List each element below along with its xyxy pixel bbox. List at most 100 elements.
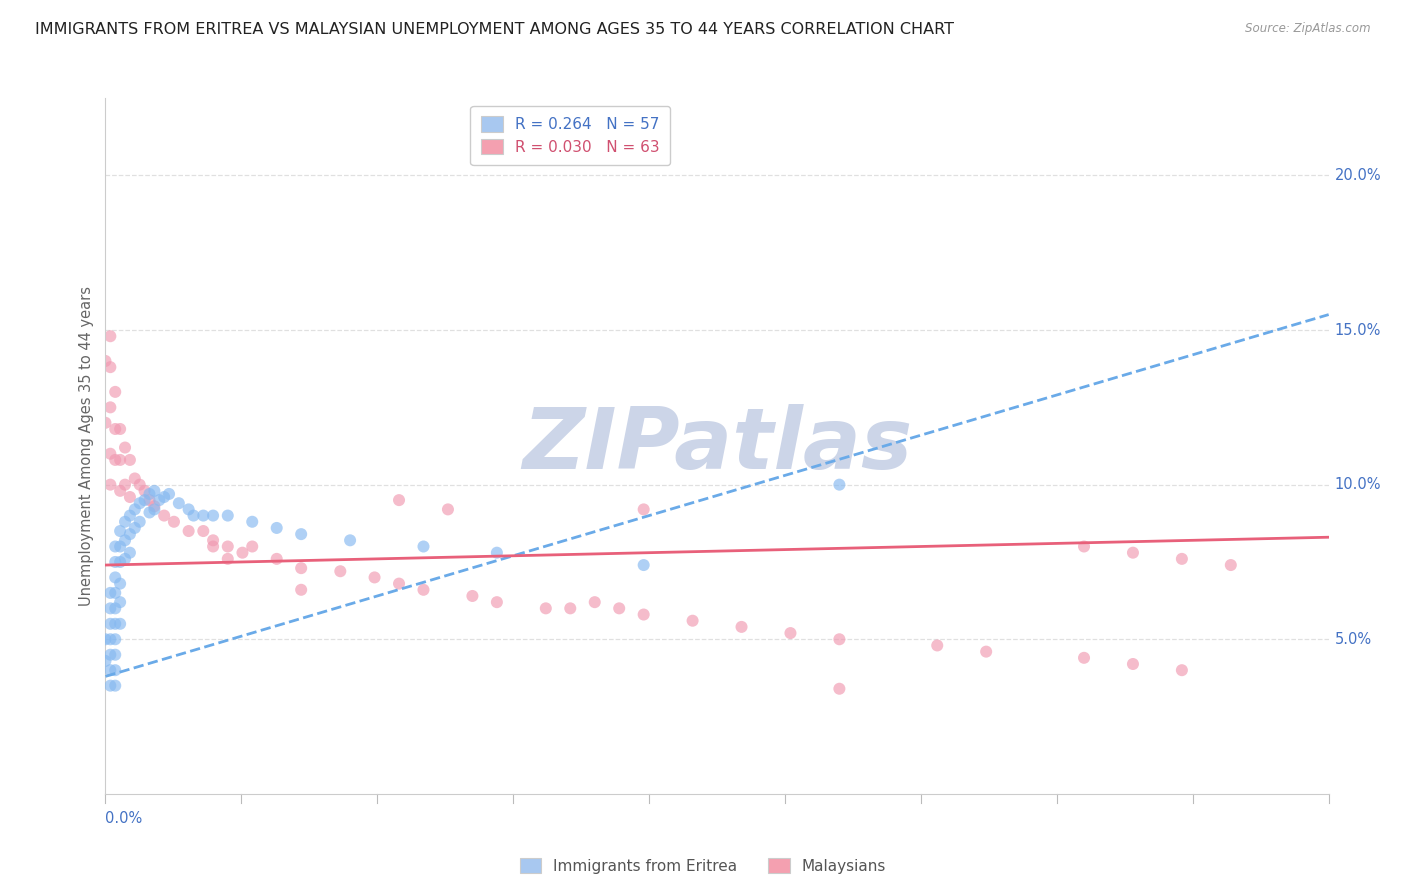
Point — [1219, 558, 1241, 572]
Point — [104, 663, 127, 677]
Point — [828, 477, 851, 491]
Point — [183, 508, 205, 523]
Point — [98, 648, 121, 662]
Point — [98, 601, 121, 615]
Point — [974, 645, 997, 659]
Point — [98, 447, 121, 461]
Point — [363, 570, 385, 584]
Point — [607, 601, 630, 615]
Point — [118, 527, 141, 541]
Point — [167, 496, 190, 510]
Point — [633, 558, 655, 572]
Point — [217, 508, 239, 523]
Point — [124, 502, 146, 516]
Point — [1073, 650, 1095, 665]
Point — [108, 524, 131, 538]
Text: Source: ZipAtlas.com: Source: ZipAtlas.com — [1246, 22, 1371, 36]
Point — [202, 533, 225, 548]
Point — [633, 502, 655, 516]
Point — [485, 546, 508, 560]
Point — [108, 483, 131, 498]
Point — [217, 540, 239, 554]
Point — [124, 521, 146, 535]
Point — [138, 487, 160, 501]
Point — [94, 632, 117, 647]
Point — [1073, 540, 1095, 554]
Point — [779, 626, 801, 640]
Point — [134, 483, 156, 498]
Point — [94, 654, 117, 668]
Point — [153, 490, 176, 504]
Point — [104, 555, 127, 569]
Point — [388, 576, 411, 591]
Point — [114, 477, 136, 491]
Point — [290, 527, 312, 541]
Point — [98, 329, 121, 343]
Point — [108, 576, 131, 591]
Point — [94, 416, 117, 430]
Point — [157, 487, 180, 501]
Point — [104, 616, 127, 631]
Legend: Immigrants from Eritrea, Malaysians: Immigrants from Eritrea, Malaysians — [513, 852, 893, 880]
Point — [104, 586, 127, 600]
Point — [138, 493, 160, 508]
Point — [134, 493, 156, 508]
Point — [104, 632, 127, 647]
Point — [128, 477, 150, 491]
Point — [108, 616, 131, 631]
Point — [138, 506, 160, 520]
Point — [118, 546, 141, 560]
Point — [217, 552, 239, 566]
Point — [108, 595, 131, 609]
Point — [148, 493, 170, 508]
Point — [461, 589, 484, 603]
Point — [163, 515, 186, 529]
Point — [98, 360, 121, 375]
Point — [682, 614, 704, 628]
Point — [114, 552, 136, 566]
Text: 0.0%: 0.0% — [105, 812, 142, 826]
Point — [339, 533, 361, 548]
Point — [412, 582, 434, 597]
Point — [98, 401, 121, 415]
Legend: R = 0.264   N = 57, R = 0.030   N = 63: R = 0.264 N = 57, R = 0.030 N = 63 — [471, 106, 671, 165]
Point — [583, 595, 606, 609]
Point — [1122, 657, 1144, 671]
Point — [231, 546, 253, 560]
Point — [98, 477, 121, 491]
Point — [388, 493, 411, 508]
Text: 15.0%: 15.0% — [1334, 323, 1381, 337]
Point — [828, 681, 851, 696]
Point — [534, 601, 557, 615]
Point — [98, 632, 121, 647]
Y-axis label: Unemployment Among Ages 35 to 44 years: Unemployment Among Ages 35 to 44 years — [79, 286, 94, 606]
Point — [290, 561, 312, 575]
Point — [927, 639, 949, 653]
Point — [177, 502, 200, 516]
Point — [240, 540, 263, 554]
Point — [98, 616, 121, 631]
Point — [560, 601, 582, 615]
Text: 20.0%: 20.0% — [1334, 168, 1382, 183]
Point — [94, 354, 117, 368]
Point — [485, 595, 508, 609]
Point — [104, 601, 127, 615]
Point — [128, 496, 150, 510]
Point — [730, 620, 752, 634]
Point — [240, 515, 263, 529]
Text: ZIPatlas: ZIPatlas — [522, 404, 912, 488]
Point — [114, 533, 136, 548]
Point — [104, 384, 127, 399]
Point — [98, 679, 121, 693]
Text: 10.0%: 10.0% — [1334, 477, 1381, 492]
Point — [108, 422, 131, 436]
Point — [202, 508, 225, 523]
Point — [633, 607, 655, 622]
Point — [266, 552, 288, 566]
Point — [128, 515, 150, 529]
Point — [193, 508, 215, 523]
Point — [124, 471, 146, 485]
Point — [177, 524, 200, 538]
Point — [1171, 552, 1194, 566]
Point — [153, 508, 176, 523]
